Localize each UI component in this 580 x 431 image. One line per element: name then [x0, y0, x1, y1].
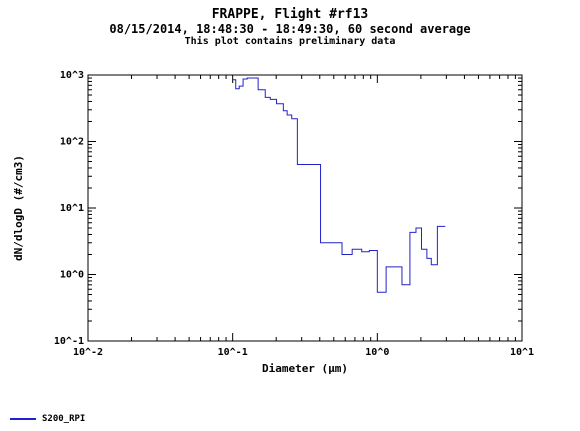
chart-title-block: FRAPPE, Flight #rf13 08/15/2014, 18:48:3… — [0, 8, 580, 48]
plot-frame — [87, 74, 523, 342]
x-tick-label: 10^-2 — [73, 347, 103, 358]
x-tick-label: 10^0 — [365, 347, 389, 358]
legend: S200_RPI — [10, 414, 85, 424]
y-tick-label: 10^1 — [60, 203, 84, 214]
legend-swatch — [10, 418, 36, 420]
y-axis-label: dN/dlogD (#/cm3) — [12, 155, 25, 261]
legend-label: S200_RPI — [42, 414, 86, 424]
plot-svg: 10^-2 10^-1 10^0 10^110^-110^010^110^210^3 … — [12, 70, 534, 375]
x-tick-label: 10^1 — [510, 347, 534, 358]
y-tick-label: 10^0 — [60, 270, 84, 281]
series-line-S200_RPI — [232, 77, 446, 293]
axes-layer: 10^-2 10^-1 10^0 10^110^-110^010^110^210^3 — [54, 70, 534, 358]
series-layer — [232, 77, 446, 293]
x-tick-label: 10^-1 — [218, 347, 248, 358]
y-tick-label: 10^-1 — [54, 336, 84, 347]
chart-subtitle: 08/15/2014, 18:48:30 - 18:49:30, 60 seco… — [109, 22, 471, 36]
y-tick-label: 10^2 — [60, 137, 84, 148]
y-tick-label: 10^3 — [60, 70, 84, 81]
chart-note: This plot contains preliminary data — [184, 36, 396, 47]
x-axis-label: Diameter (µm) — [262, 362, 348, 375]
chart-title: FRAPPE, Flight #rf13 — [211, 7, 369, 22]
